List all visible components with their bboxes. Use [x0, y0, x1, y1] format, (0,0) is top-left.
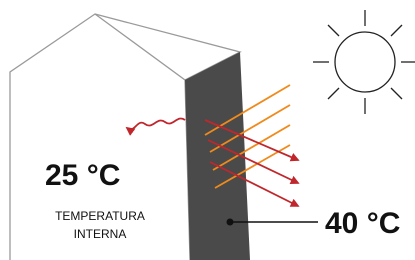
diagram: 25 °C TEMPERATURA INTERNA 40 °C [0, 0, 415, 260]
inside-caption: TEMPERATURA [55, 209, 145, 223]
inside-temperature: 25 °C [45, 159, 120, 192]
inside-caption: INTERNA [74, 227, 127, 241]
sun [313, 10, 415, 114]
wall-temperature: 40 °C [325, 207, 400, 240]
heat-wave [127, 118, 185, 129]
